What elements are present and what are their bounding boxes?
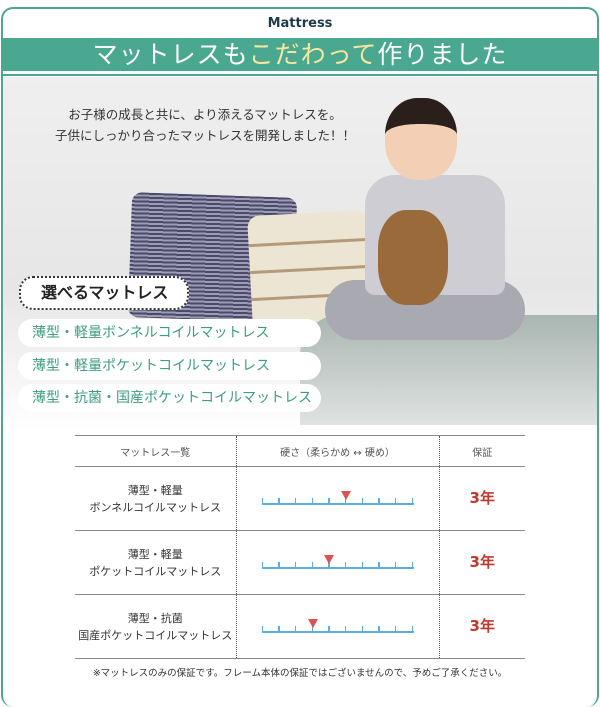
scale-tick bbox=[294, 561, 297, 569]
name-line: 薄型・抗菌 bbox=[127, 611, 183, 625]
option-item: 薄型・抗菌・国産ポケットコイルマットレス bbox=[18, 384, 321, 412]
name-line: 薄型・軽量 bbox=[127, 547, 183, 561]
scale-tick bbox=[278, 625, 280, 633]
name-line: 薄型・軽量 bbox=[127, 483, 183, 497]
scale-tick bbox=[278, 561, 280, 569]
hardness-marker bbox=[340, 490, 351, 500]
scale-tick bbox=[328, 561, 330, 569]
scale-tick bbox=[378, 561, 380, 569]
scale-tick bbox=[378, 625, 380, 633]
scale-tick bbox=[311, 497, 313, 505]
scale-tick bbox=[328, 625, 330, 633]
name-line: ボンネルコイルマットレス bbox=[89, 500, 222, 514]
option-item: 薄型・軽量ボンネルコイルマットレス bbox=[18, 319, 321, 347]
title-part: 作りました bbox=[377, 40, 508, 69]
name-line: 国産ポケットコイルマットレス bbox=[78, 628, 233, 642]
scale-tick bbox=[361, 625, 363, 633]
scale-line bbox=[261, 566, 414, 569]
scale-tick bbox=[311, 625, 313, 633]
scale-tick bbox=[294, 625, 297, 633]
header-list: マットレス一覧 bbox=[75, 435, 236, 467]
scale-tick bbox=[278, 497, 280, 505]
scale-tick bbox=[361, 561, 363, 569]
header-warranty: 保証 bbox=[439, 435, 525, 467]
hardness-marker bbox=[324, 554, 335, 564]
teddy-bear bbox=[378, 210, 448, 305]
scale-tick bbox=[411, 625, 413, 633]
footnote: ※マットレスのみの保証です。フレーム本体の保証ではございませんので、予めご了承く… bbox=[92, 668, 508, 679]
scale-tick bbox=[344, 497, 347, 505]
table-row: 薄型・抗菌国産ポケットコイルマットレス 3年 bbox=[75, 594, 525, 659]
section-frame bbox=[1, 7, 599, 707]
option-item: 薄型・軽量ポケットコイルマットレス bbox=[18, 352, 321, 380]
table-row: 薄型・軽量ボンネルコイルマットレス 3年 bbox=[75, 466, 525, 531]
title-part: マットレスも bbox=[92, 40, 249, 69]
scale-line bbox=[261, 502, 414, 505]
scale-tick bbox=[328, 497, 330, 505]
hardness-scale bbox=[261, 617, 414, 637]
table-row: 薄型・軽量ポケットコイルマットレス 3年 bbox=[75, 530, 525, 595]
mattress-name: 薄型・軽量ポケットコイルマットレス bbox=[75, 530, 236, 595]
warranty-value: 3年 bbox=[439, 594, 525, 659]
intro-line: 子供にしっかり合ったマットレスを開発しました！！ bbox=[54, 128, 355, 143]
scale-tick bbox=[294, 497, 297, 505]
mattress-name: 薄型・軽量ボンネルコイルマットレス bbox=[75, 466, 236, 531]
scale-tick bbox=[344, 625, 347, 633]
scale-tick bbox=[261, 561, 263, 569]
scale-tick bbox=[361, 497, 363, 505]
hardness-cell bbox=[235, 594, 440, 659]
mattress-name: 薄型・抗菌国産ポケットコイルマットレス bbox=[75, 594, 236, 659]
section-subtitle: Mattress bbox=[267, 16, 333, 31]
scale-tick bbox=[394, 625, 397, 633]
scale-tick bbox=[394, 561, 397, 569]
warranty-value: 3年 bbox=[439, 466, 525, 531]
section-title: マットレスもこだわって作りました bbox=[1, 38, 599, 71]
child-head bbox=[385, 98, 457, 180]
scale-line bbox=[261, 630, 414, 633]
title-highlight: こだわって bbox=[248, 40, 378, 69]
intro-line: お子様の成長と共に、より添えるマットレスを。 bbox=[68, 107, 342, 122]
scale-tick bbox=[411, 497, 413, 505]
hardness-cell bbox=[235, 466, 440, 531]
scale-tick bbox=[394, 497, 397, 505]
hardness-scale bbox=[261, 489, 414, 509]
scale-tick bbox=[344, 561, 347, 569]
hardness-scale bbox=[261, 553, 414, 573]
hardness-marker bbox=[307, 618, 318, 628]
divider bbox=[1, 74, 599, 76]
warranty-value: 3年 bbox=[439, 530, 525, 595]
scale-tick bbox=[261, 497, 263, 505]
scale-tick bbox=[261, 625, 263, 633]
header-hardness: 硬さ（柔らかめ ↔ 硬め） bbox=[235, 435, 440, 467]
hardness-cell bbox=[235, 530, 440, 595]
scale-tick bbox=[411, 561, 413, 569]
comparison-table: マットレス一覧 硬さ（柔らかめ ↔ 硬め） 保証 薄型・軽量 ボンネルコイルマットレス… bbox=[75, 435, 525, 659]
scale-tick bbox=[311, 561, 313, 569]
scale-tick bbox=[378, 497, 380, 505]
options-heading: 選べるマットレス bbox=[19, 276, 189, 310]
name-line: ポケットコイルマットレス bbox=[89, 564, 222, 578]
intro-text: お子様の成長と共に、より添えるマットレスを。 子供にしっかり合ったマットレスを開発… bbox=[40, 104, 370, 146]
